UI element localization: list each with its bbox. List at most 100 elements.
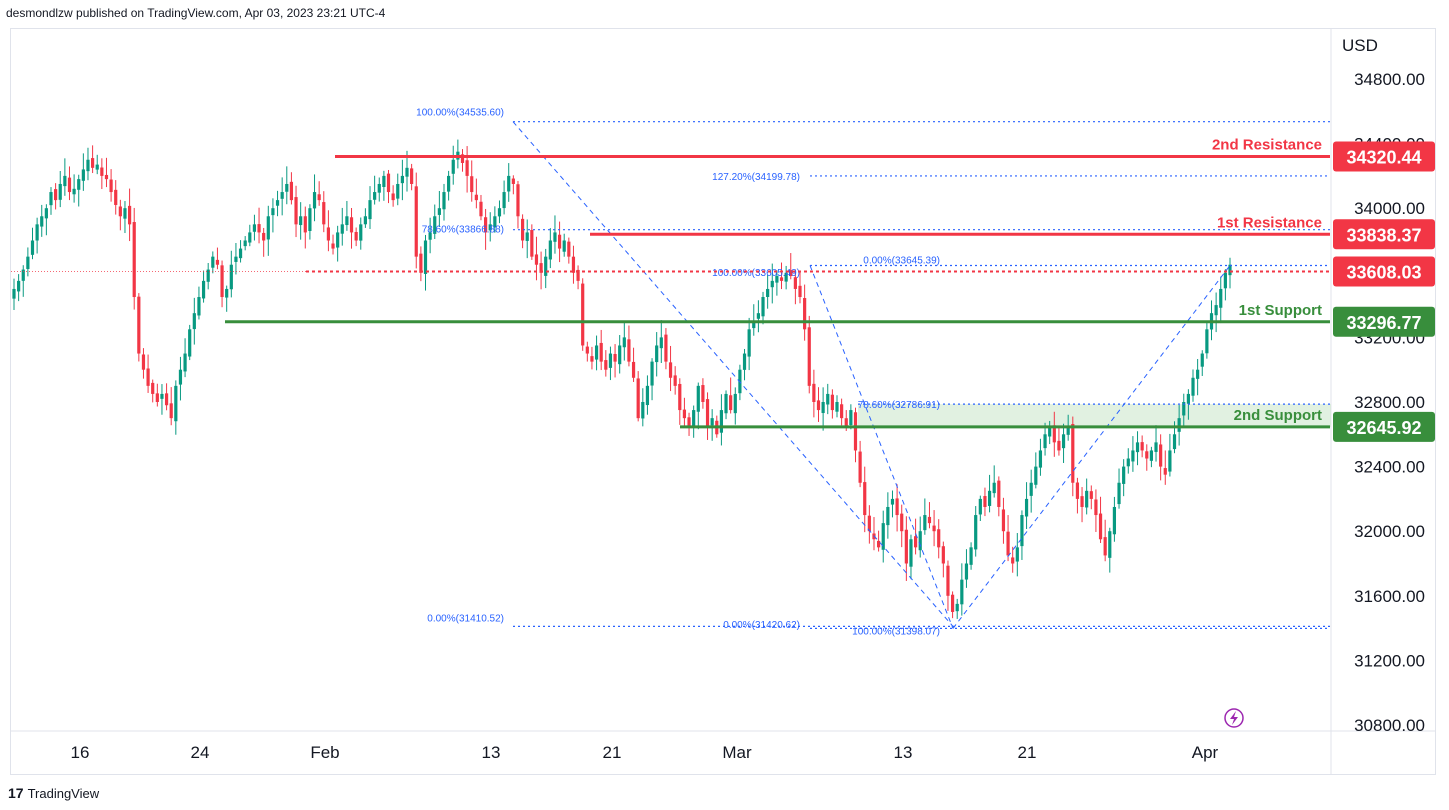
- candle-body: [719, 410, 724, 433]
- candle-body: [447, 175, 451, 192]
- candle-body: [262, 232, 266, 241]
- candle-body: [289, 181, 294, 201]
- candle-body: [151, 382, 155, 394]
- candle-body: [442, 192, 446, 210]
- candle-body: [655, 345, 659, 363]
- fib-level-label: 127.20%(34199.78): [712, 172, 800, 183]
- candle-body: [641, 402, 645, 419]
- candle-body: [553, 232, 557, 242]
- candle-body: [821, 402, 825, 414]
- candle-body: [1135, 442, 1140, 453]
- candle-body: [331, 243, 335, 249]
- lightning-bolt-icon: [1230, 711, 1238, 725]
- candle-body: [775, 276, 779, 283]
- candle-body: [169, 403, 173, 419]
- y-tick-label: 34000.00: [1354, 199, 1425, 218]
- candle-body: [964, 563, 969, 580]
- chart-frame[interactable]: [10, 28, 1436, 775]
- candle-body: [484, 217, 488, 233]
- candle-body: [645, 385, 650, 406]
- candle-body: [423, 240, 428, 274]
- level-name-label: 2nd Support: [1234, 407, 1322, 424]
- candle-body: [950, 594, 955, 612]
- candle-body: [969, 547, 973, 565]
- candle-body: [303, 216, 307, 233]
- fib-level-label: 100.00%(33605.49): [712, 268, 800, 279]
- candle-body: [183, 353, 187, 372]
- candle-body: [201, 280, 206, 299]
- candle-body: [636, 378, 640, 419]
- candle-body: [858, 451, 862, 483]
- x-tick-label: 21: [603, 743, 622, 762]
- candle-body: [1071, 424, 1075, 483]
- lightning-icon[interactable]: [1224, 708, 1244, 728]
- price-tag-label: 33608.03: [1346, 263, 1421, 283]
- candle-body: [197, 297, 201, 316]
- candle-body: [1191, 377, 1195, 396]
- candle-body: [932, 525, 936, 532]
- candle-body: [816, 400, 821, 411]
- price-tag-label: 34320.44: [1346, 147, 1421, 167]
- candle-body: [465, 160, 469, 176]
- candle-body: [354, 231, 358, 241]
- candle-body: [900, 513, 904, 532]
- candle-body: [826, 393, 830, 405]
- candle-body: [909, 539, 913, 567]
- fib-level-label: 100.00%(34535.60): [416, 108, 504, 119]
- candle-body: [1020, 515, 1024, 547]
- candle-body: [853, 412, 858, 451]
- x-tick-label: 13: [482, 743, 501, 762]
- candle-body: [516, 184, 520, 217]
- candle-body: [742, 353, 747, 370]
- candle-body: [1038, 450, 1043, 468]
- price-tag: [1333, 219, 1435, 250]
- candle-body: [701, 385, 705, 402]
- candle-body: [410, 168, 414, 184]
- candle-body: [1186, 393, 1190, 404]
- candle-body: [299, 216, 303, 226]
- candle-body: [571, 256, 576, 273]
- candle-body: [631, 361, 636, 378]
- candle-body: [206, 269, 210, 282]
- candle-body: [497, 208, 502, 217]
- fib-level-label: 78.60%(32786.91): [858, 400, 940, 411]
- candle-body: [345, 216, 349, 226]
- candle-body: [789, 270, 793, 277]
- candle-body: [428, 232, 432, 240]
- price-tag: [1333, 256, 1435, 287]
- brand-name[interactable]: TradingView: [27, 785, 100, 801]
- price-tag: [1333, 411, 1435, 442]
- candle-body: [904, 529, 908, 564]
- candle-body: [1075, 482, 1080, 499]
- x-tick-label: Apr: [1192, 743, 1219, 762]
- candle-body: [557, 234, 562, 249]
- candle-body: [793, 277, 797, 289]
- candle-body: [502, 192, 506, 209]
- candle-body: [724, 393, 728, 414]
- candle-body: [451, 159, 455, 174]
- y-tick-label: 31600.00: [1354, 587, 1425, 606]
- candle-body: [474, 194, 478, 201]
- candle-body: [363, 216, 367, 225]
- candle-body: [987, 490, 992, 506]
- candle-body: [30, 240, 35, 255]
- candle-body: [576, 269, 580, 281]
- candle-body: [86, 159, 90, 172]
- candle-body: [146, 368, 150, 386]
- candle-body: [178, 369, 183, 385]
- fib-trend-line: [809, 265, 954, 629]
- candle-body: [747, 329, 751, 357]
- candle-body: [77, 179, 81, 190]
- candle-body: [95, 164, 99, 170]
- candle-body: [983, 496, 987, 507]
- candle-body: [132, 222, 136, 298]
- candle-body: [1163, 468, 1167, 475]
- candle-body: [525, 232, 529, 241]
- candle-body: [377, 183, 381, 193]
- candle-body: [604, 360, 608, 370]
- price-tag-label: 33838.37: [1346, 225, 1421, 245]
- candle-body: [322, 202, 326, 225]
- candle-body: [26, 256, 30, 269]
- candle-body: [733, 393, 737, 414]
